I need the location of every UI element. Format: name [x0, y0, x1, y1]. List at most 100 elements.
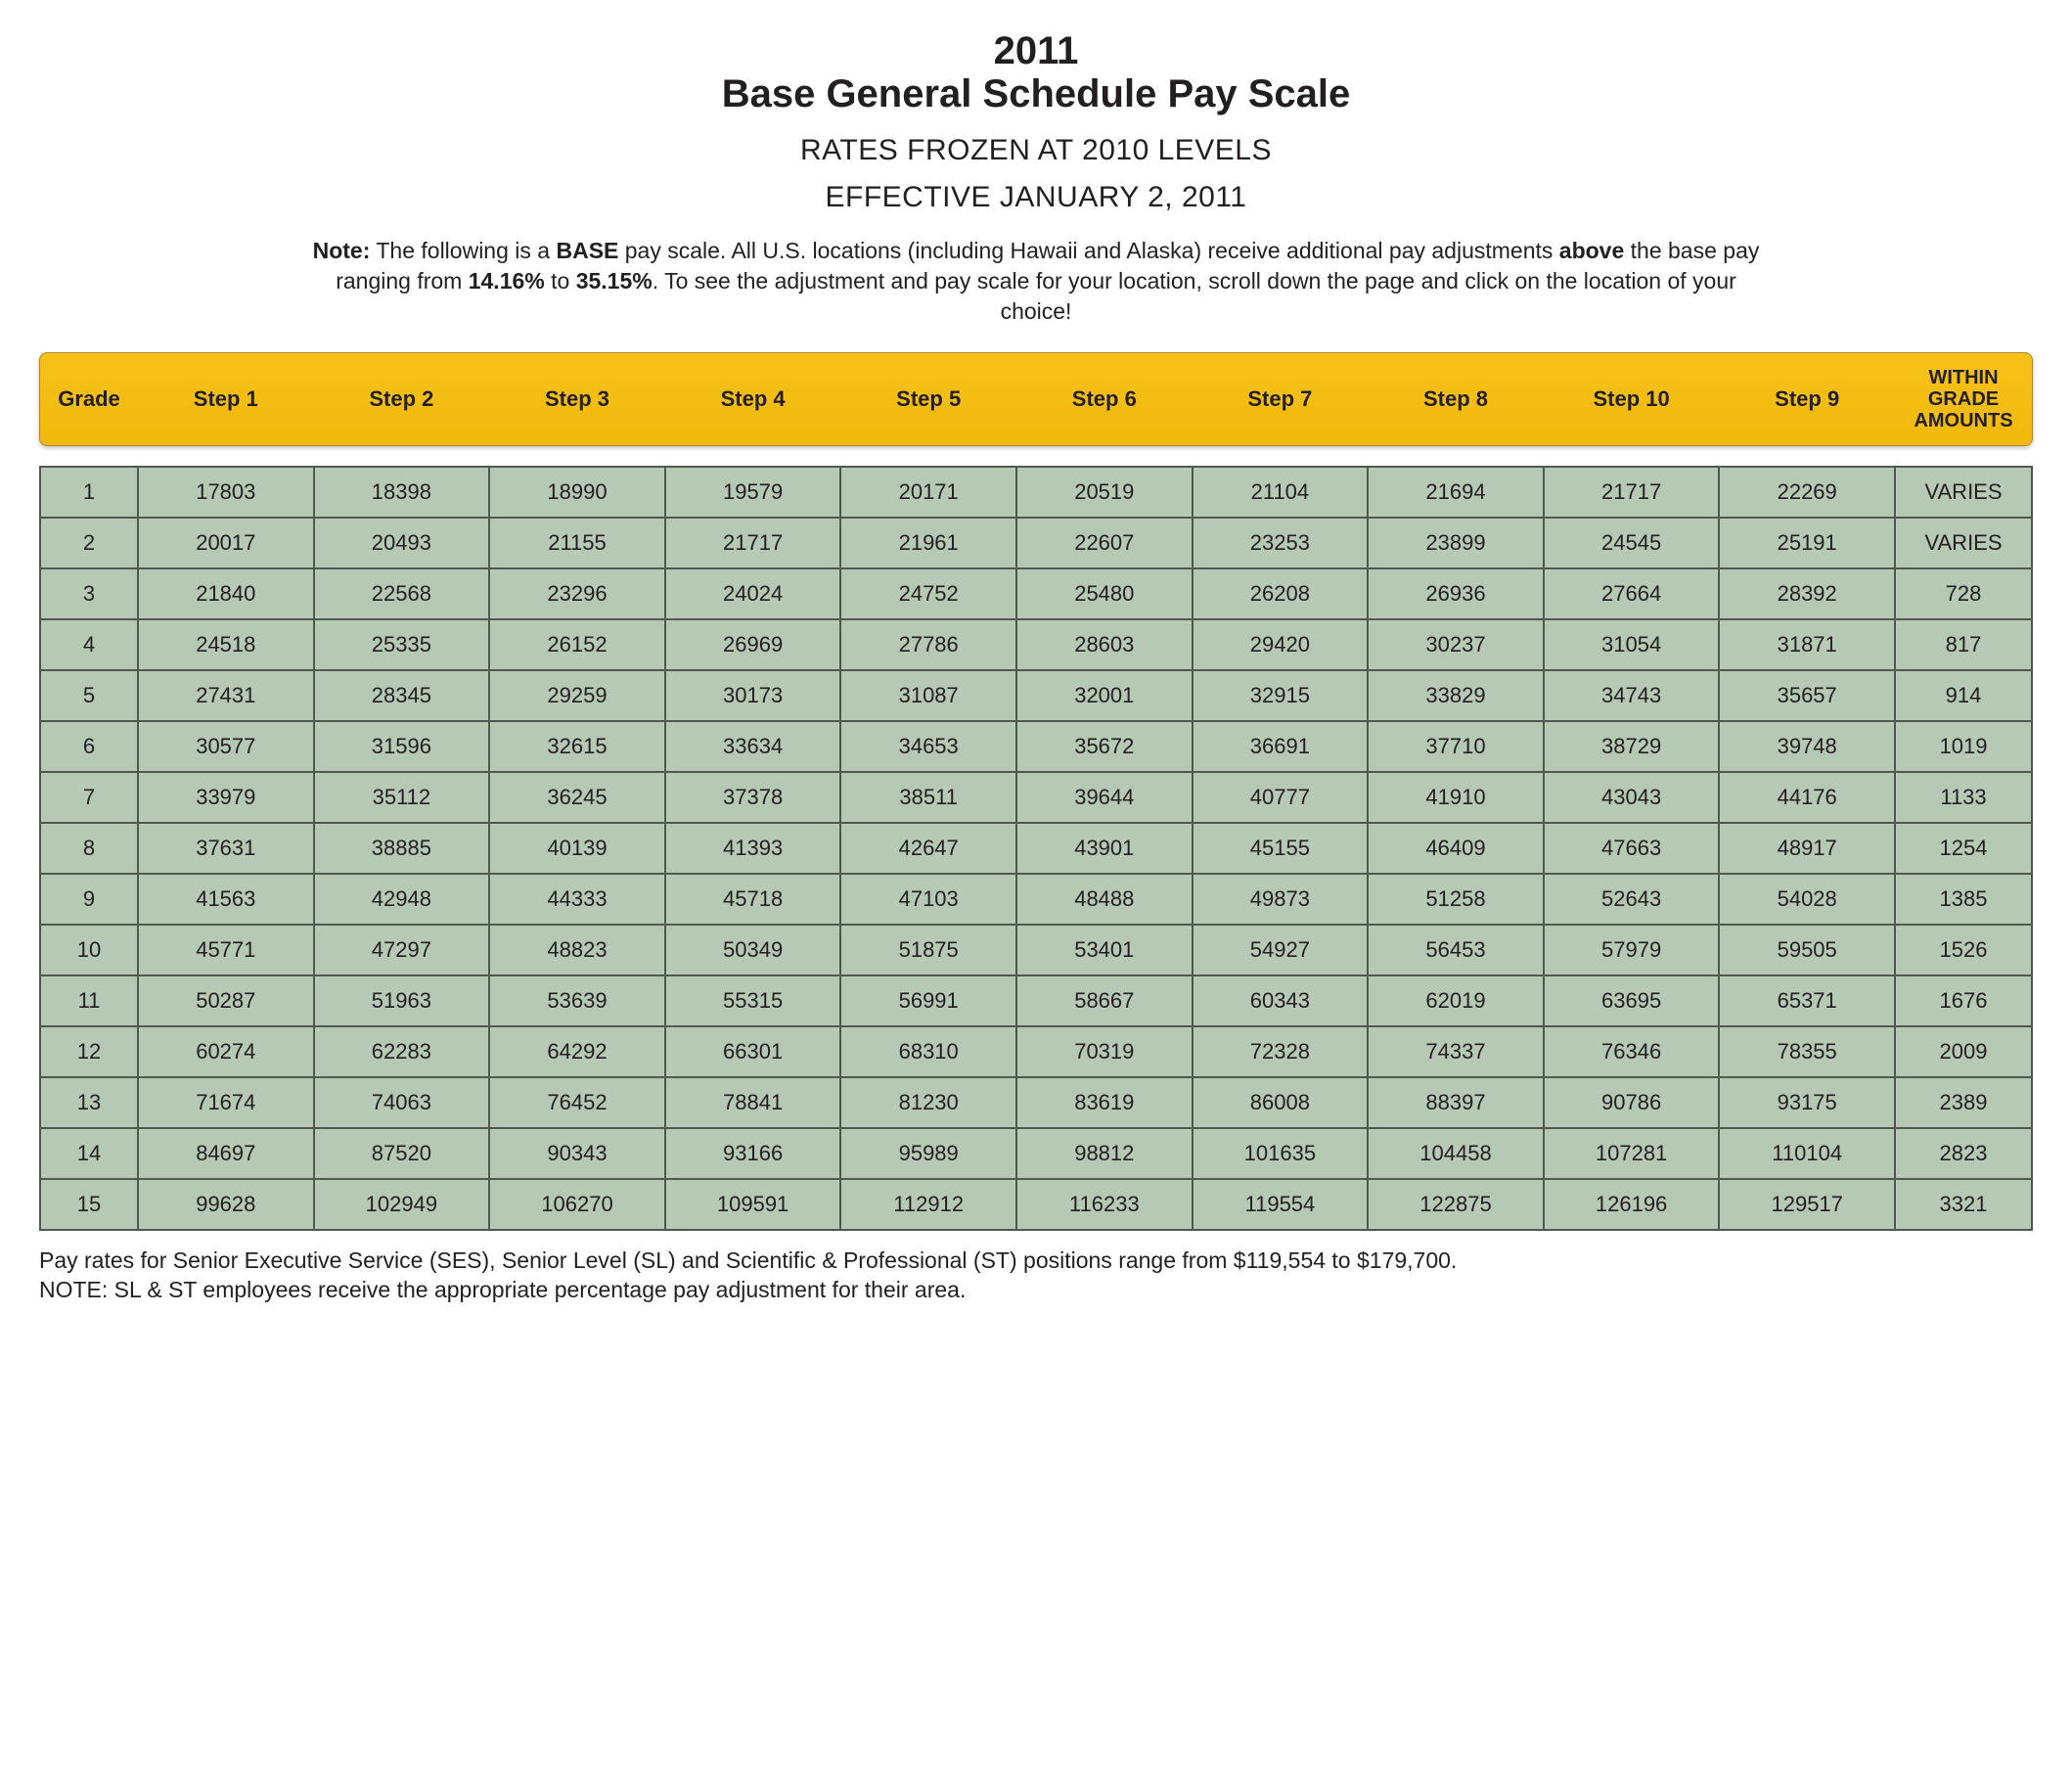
- table-cell: 106270: [489, 1179, 665, 1230]
- table-cell: 54028: [1719, 874, 1895, 925]
- table-cell: 1526: [1895, 925, 2032, 975]
- table-cell: 45718: [665, 874, 841, 925]
- table-row: 4245182533526152269692778628603294203023…: [40, 619, 2032, 670]
- table-cell: 21155: [489, 518, 665, 568]
- table-cell: 32915: [1193, 670, 1369, 721]
- table-row: 1371674740637645278841812308361986008883…: [40, 1077, 2032, 1128]
- table-cell: 65371: [1719, 975, 1895, 1026]
- table-cell: 41563: [138, 874, 314, 925]
- table-cell: 4: [40, 619, 138, 670]
- note-lead: Note:: [313, 238, 371, 263]
- note-b2: above: [1559, 238, 1624, 263]
- table-cell: 42948: [314, 874, 490, 925]
- table-cell: 28392: [1719, 568, 1895, 619]
- table-cell: 38729: [1544, 721, 1720, 772]
- table-cell: 23253: [1193, 518, 1369, 568]
- table-cell: 90343: [489, 1128, 665, 1179]
- subtitle-effective: EFFECTIVE JANUARY 2, 2011: [39, 181, 2033, 214]
- table-cell: 28603: [1016, 619, 1193, 670]
- table-cell: 12: [40, 1026, 138, 1077]
- table-cell: 30173: [665, 670, 841, 721]
- table-cell: 13: [40, 1077, 138, 1128]
- table-cell: 1019: [1895, 721, 2032, 772]
- table-cell: VARIES: [1895, 467, 2032, 518]
- table-cell: 45155: [1193, 823, 1369, 874]
- table-cell: 109591: [665, 1179, 841, 1230]
- table-cell: 8: [40, 823, 138, 874]
- table-cell: 15: [40, 1179, 138, 1230]
- table-row: 1484697875209034393166959899881210163510…: [40, 1128, 2032, 1179]
- column-header: Step 9: [1719, 367, 1895, 431]
- table-cell: 110104: [1719, 1128, 1895, 1179]
- table-cell: 21104: [1193, 467, 1369, 518]
- table-cell: 87520: [314, 1128, 490, 1179]
- table-cell: 48917: [1719, 823, 1895, 874]
- table-cell: 9: [40, 874, 138, 925]
- column-header: WITHIN GRADE AMOUNTS: [1895, 367, 2032, 431]
- table-row: 3218402256823296240242475225480262082693…: [40, 568, 2032, 619]
- table-cell: 38885: [314, 823, 490, 874]
- table-cell: 52643: [1544, 874, 1720, 925]
- note-b4: 35.15%: [576, 268, 653, 294]
- table-cell: 1: [40, 467, 138, 518]
- column-header: Step 10: [1544, 367, 1720, 431]
- table-cell: 46409: [1368, 823, 1544, 874]
- table-cell: 31087: [840, 670, 1016, 721]
- table-cell: 84697: [138, 1128, 314, 1179]
- table-cell: 30577: [138, 721, 314, 772]
- table-body: 1178031839818990195792017120519211042169…: [39, 466, 2033, 1231]
- table-row: 5274312834529259301733108732001329153382…: [40, 670, 2032, 721]
- table-cell: 71674: [138, 1077, 314, 1128]
- table-cell: 53401: [1016, 925, 1193, 975]
- table-cell: 76452: [489, 1077, 665, 1128]
- table-cell: 59505: [1719, 925, 1895, 975]
- table-cell: 74063: [314, 1077, 490, 1128]
- table-cell: 21694: [1368, 467, 1544, 518]
- table-cell: 728: [1895, 568, 2032, 619]
- table-row: 2200172049321155217172196122607232532389…: [40, 518, 2032, 568]
- table-cell: 81230: [840, 1077, 1016, 1128]
- table-cell: 48488: [1016, 874, 1193, 925]
- table-cell: 62019: [1368, 975, 1544, 1026]
- note-b3: 14.16%: [469, 268, 545, 294]
- table-cell: 58667: [1016, 975, 1193, 1026]
- table-cell: 20017: [138, 518, 314, 568]
- table-cell: 29420: [1193, 619, 1369, 670]
- note-t2: pay scale. All U.S. locations (including…: [618, 238, 1558, 263]
- table-cell: 24545: [1544, 518, 1720, 568]
- table-cell: 26208: [1193, 568, 1369, 619]
- table-cell: 25480: [1016, 568, 1193, 619]
- table-cell: 56453: [1368, 925, 1544, 975]
- table-cell: 914: [1895, 670, 2032, 721]
- table-cell: 24518: [138, 619, 314, 670]
- table-cell: VARIES: [1895, 518, 2032, 568]
- table-cell: 102949: [314, 1179, 490, 1230]
- table-cell: 62283: [314, 1026, 490, 1077]
- title-main: Base General Schedule Pay Scale: [39, 72, 2033, 116]
- table-cell: 23899: [1368, 518, 1544, 568]
- table-cell: 126196: [1544, 1179, 1720, 1230]
- table-cell: 83619: [1016, 1077, 1193, 1128]
- table-cell: 2: [40, 518, 138, 568]
- table-cell: 95989: [840, 1128, 1016, 1179]
- table-cell: 63695: [1544, 975, 1720, 1026]
- table-cell: 39748: [1719, 721, 1895, 772]
- table-cell: 116233: [1016, 1179, 1193, 1230]
- table-cell: 3321: [1895, 1179, 2032, 1230]
- table-cell: 43901: [1016, 823, 1193, 874]
- table-cell: 98812: [1016, 1128, 1193, 1179]
- subtitle-frozen: RATES FROZEN AT 2010 LEVELS: [39, 134, 2033, 167]
- table-cell: 33979: [138, 772, 314, 823]
- table-cell: 88397: [1368, 1077, 1544, 1128]
- table-cell: 93175: [1719, 1077, 1895, 1128]
- table-cell: 53639: [489, 975, 665, 1026]
- table-row: 7339793511236245373783851139644407774191…: [40, 772, 2032, 823]
- table-cell: 27431: [138, 670, 314, 721]
- table-cell: 72328: [1193, 1026, 1369, 1077]
- table-cell: 1676: [1895, 975, 2032, 1026]
- table-cell: 3: [40, 568, 138, 619]
- table-cell: 21961: [840, 518, 1016, 568]
- table-cell: 40777: [1193, 772, 1369, 823]
- table-cell: 24752: [840, 568, 1016, 619]
- table-cell: 21717: [665, 518, 841, 568]
